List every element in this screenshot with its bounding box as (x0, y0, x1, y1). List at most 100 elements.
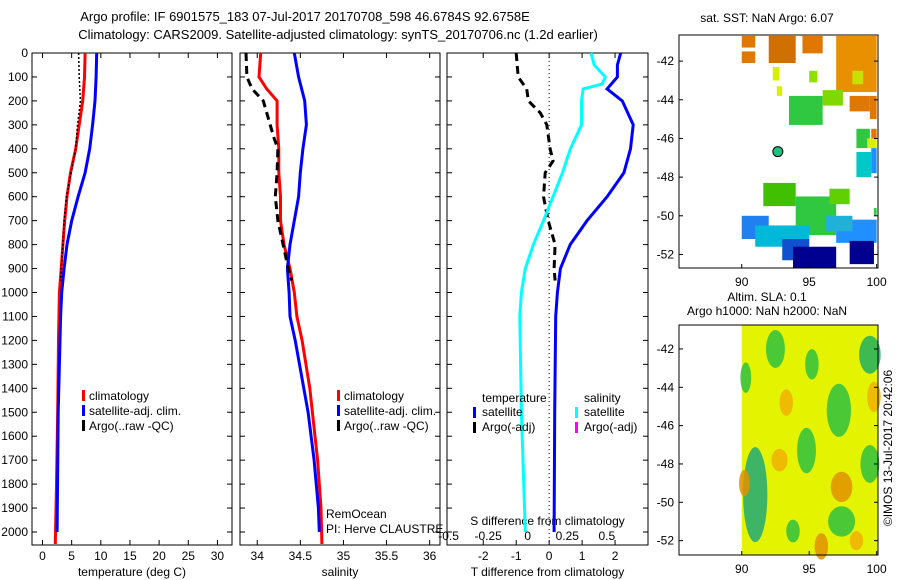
s-diff-axis-label: S difference from climatology (470, 514, 625, 528)
sst-patch (741, 51, 756, 64)
x-tick-label: 15 (123, 549, 137, 563)
sst-patch (763, 182, 796, 207)
sst-patch (802, 35, 823, 54)
sst-patch (772, 66, 780, 81)
y-tick-label: 200 (8, 94, 28, 108)
x-tick-label: 34.5 (289, 549, 313, 563)
y-tick-label: 300 (8, 118, 28, 132)
lat-tick-label: -52 (657, 247, 675, 261)
sla-anomaly-patch (743, 447, 768, 543)
sst-map-title: sat. SST: NaN Argo: 6.07 (700, 11, 834, 25)
y-tick-label: 700 (8, 214, 28, 228)
map-frame (678, 34, 879, 269)
sla-anomaly-patch (830, 471, 853, 503)
legend-swatch (337, 390, 340, 401)
sst-patch (768, 35, 796, 64)
lon-tick-label: 90 (735, 562, 749, 576)
lat-tick-label: -42 (657, 54, 675, 68)
sla-anomaly-patch (771, 448, 788, 472)
x-tick-label: 10 (94, 549, 108, 563)
series-temperature-argo-adj- (514, 52, 557, 281)
x-tick-label: -1 (511, 549, 522, 563)
sst-patch (856, 151, 872, 178)
lon-tick-label: 100 (867, 275, 887, 289)
legend-swatch (575, 407, 578, 418)
figure-title-line2: Climatology: CARS2009. Satellite-adjuste… (78, 27, 598, 42)
figure-title-line1: Argo profile: IF 6901575_183 07-Jul-2017… (80, 9, 530, 24)
s-diff-tick-label: -0.25 (474, 529, 502, 543)
x-tick-label: 34 (251, 549, 265, 563)
series-argo-raw-qc- (244, 52, 294, 281)
sla-map: -42 -44 -46 -48 -50 -52 90 95 100 (657, 324, 887, 576)
y-tick-label: 800 (8, 238, 28, 252)
sst-patch (867, 138, 877, 149)
sst-patch (809, 70, 818, 83)
legend-label: Argo(..raw -QC) (89, 419, 174, 433)
y-tick-label: 1500 (1, 405, 28, 419)
series-salinity-satellite (518, 52, 608, 533)
sla-anomaly-patch (867, 381, 881, 413)
sst-patch (871, 148, 877, 174)
legend-label: satellite-adj. clim. (344, 404, 436, 418)
sla-anomaly-patch (849, 531, 864, 551)
y-tick-label: 600 (8, 190, 28, 204)
lat-tick-label: -42 (657, 342, 675, 356)
lat-tick-label: -44 (657, 380, 675, 394)
s-diff-tick-label: 0.25 (556, 529, 580, 543)
lat-tick-label: -46 (657, 419, 675, 433)
x-tick-label: 25 (182, 549, 196, 563)
series-temperature-satellite (552, 52, 635, 533)
legend-swatch (575, 422, 578, 433)
s-diff-tick-label: 0.5 (599, 529, 616, 543)
y-tick-label: 1600 (1, 429, 28, 443)
y-tick-label: 400 (8, 142, 28, 156)
legend-swatch (82, 405, 85, 416)
sla-anomaly-patch (805, 349, 819, 380)
legend-label: climatology (89, 389, 149, 403)
x-tick-label: 30 (211, 549, 225, 563)
sla-anomaly-patch (814, 533, 829, 560)
pi-annotation: RemOcean (326, 507, 387, 521)
plot-frame (239, 52, 441, 546)
legend-label: satellite-adj. clim. (89, 404, 181, 418)
x-axis-label: T difference from climatology (471, 565, 625, 579)
sla-anomaly-patch (828, 506, 856, 537)
plot-frame (31, 52, 233, 546)
lat-tick-label: -46 (657, 131, 675, 145)
x-tick-label: 35 (337, 549, 351, 563)
sst-patch (871, 128, 877, 139)
y-tick-label: 1200 (1, 333, 28, 347)
sla-anomaly-patch (826, 383, 852, 437)
y-tick-label: 1000 (1, 286, 28, 300)
sst-patch (822, 90, 843, 106)
y-tick-label: 1400 (1, 381, 28, 395)
y-tick-label: 1100 (2, 309, 28, 323)
x-tick-label: 0 (39, 549, 46, 563)
sla-anomaly-patch (779, 389, 794, 416)
lat-tick-label: -48 (657, 457, 675, 471)
y-tick-label: 500 (8, 166, 28, 180)
lat-tick-label: -48 (657, 170, 675, 184)
sst-patch (869, 95, 877, 120)
series-satellite-adj-clim- (285, 52, 321, 533)
series-argo-raw-qc- (59, 52, 82, 281)
sst-patch (829, 188, 850, 205)
legend-swatch (337, 405, 340, 416)
sst-patch (741, 35, 756, 48)
sst-patch (793, 246, 837, 268)
sla-anomaly-patch (860, 444, 880, 483)
s-diff-tick-label: -0.5 (438, 529, 459, 543)
y-tick-label: 1300 (1, 357, 28, 371)
lon-tick-label: 95 (803, 562, 817, 576)
sst-patch (856, 128, 870, 149)
profile-panel-3: -2 -1 0 1 2T difference from climatology-0.5… (438, 52, 649, 579)
x-tick-label: 36 (423, 549, 437, 563)
legend-label: satellite (584, 405, 625, 419)
sla-anomaly-patch (739, 469, 750, 497)
legend-title: temperature (482, 391, 547, 405)
sst-patch (788, 95, 823, 125)
x-axis-label: temperature (deg C) (78, 565, 186, 579)
map-frame (678, 324, 879, 556)
legend-label: Argo(-adj) (584, 420, 637, 434)
y-tick-label: 1900 (1, 501, 28, 515)
